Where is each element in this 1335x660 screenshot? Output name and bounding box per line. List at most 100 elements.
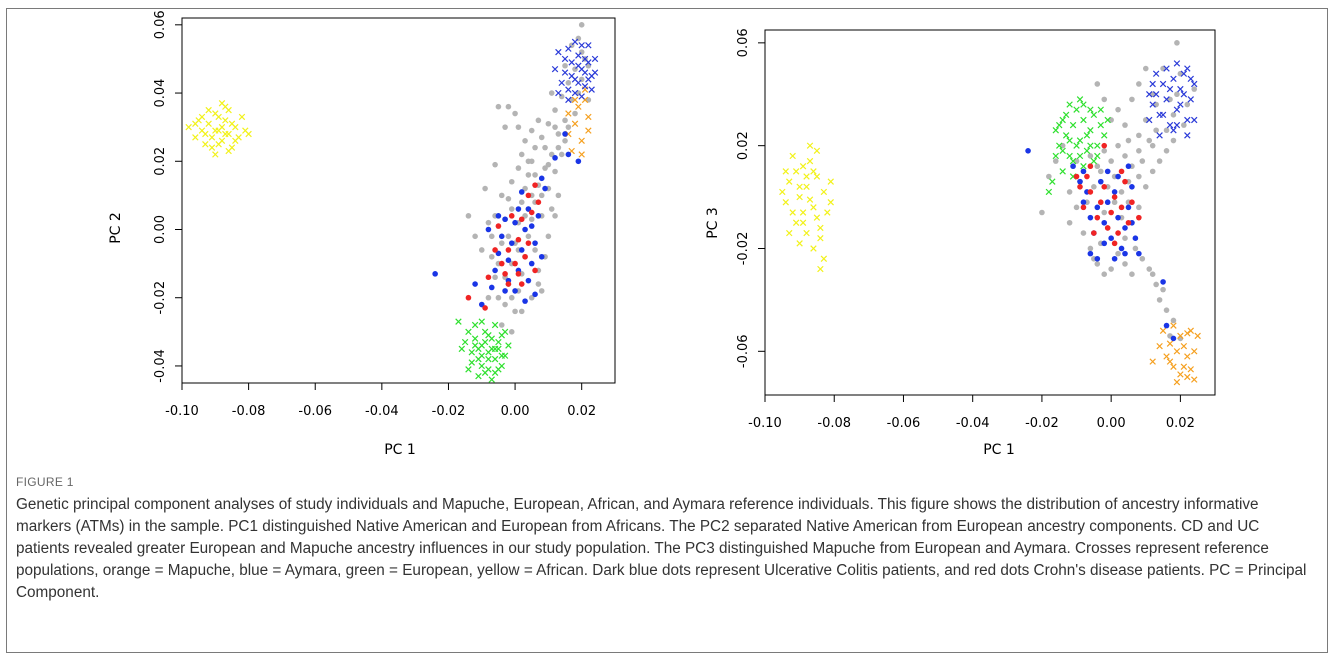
data-point bbox=[1073, 204, 1080, 211]
reference-point-cross bbox=[1184, 132, 1191, 139]
reference-point-cross bbox=[806, 142, 814, 149]
data-point bbox=[518, 199, 525, 206]
data-point bbox=[1080, 230, 1087, 236]
reference-point-cross bbox=[1156, 132, 1163, 139]
data-point bbox=[525, 233, 532, 240]
data-point bbox=[565, 151, 572, 158]
reference-point-cross bbox=[1052, 127, 1059, 134]
reference-point-cross bbox=[501, 328, 509, 336]
data-point bbox=[502, 216, 508, 223]
data-point bbox=[1104, 225, 1111, 231]
reference-point-cross bbox=[565, 45, 572, 52]
reference-point-cross bbox=[1069, 157, 1077, 165]
reference-point-cross bbox=[1066, 137, 1073, 144]
reference-point-cross bbox=[1097, 106, 1104, 113]
reference-point-cross bbox=[232, 137, 239, 145]
reference-point-cross bbox=[565, 110, 572, 117]
reference-point-cross bbox=[1191, 376, 1198, 383]
reference-point-cross bbox=[1184, 116, 1191, 124]
data-point bbox=[535, 281, 542, 287]
reference-point-cross bbox=[1149, 358, 1156, 365]
data-point bbox=[518, 308, 525, 315]
data-point bbox=[542, 185, 548, 192]
reference-point-cross bbox=[789, 209, 796, 216]
data-point bbox=[1080, 168, 1087, 175]
data-point bbox=[1108, 158, 1114, 164]
reference-point-cross bbox=[555, 89, 562, 97]
data-point bbox=[502, 271, 508, 277]
data-point bbox=[532, 182, 538, 188]
reference-point-cross bbox=[1163, 65, 1170, 72]
data-point bbox=[525, 172, 532, 178]
data-point bbox=[465, 213, 472, 219]
reference-point-cross bbox=[1062, 111, 1070, 119]
data-point bbox=[1111, 189, 1118, 195]
data-point bbox=[1080, 204, 1087, 211]
y-tick-label: 0.06 bbox=[736, 28, 751, 57]
data-point bbox=[548, 206, 555, 212]
reference-point-cross bbox=[1080, 101, 1087, 108]
reference-point-cross bbox=[1059, 147, 1066, 155]
data-point bbox=[1115, 250, 1121, 257]
reference-point-cross bbox=[1187, 96, 1194, 103]
reference-point-cross bbox=[1149, 80, 1156, 88]
reference-point-cross bbox=[222, 117, 229, 124]
data-point bbox=[528, 216, 535, 223]
data-point bbox=[1136, 81, 1142, 87]
data-point bbox=[1087, 214, 1094, 221]
reference-point-cross bbox=[1087, 142, 1094, 149]
reference-point-cross bbox=[1049, 178, 1056, 185]
reference-point-cross bbox=[789, 152, 796, 160]
data-point bbox=[1132, 245, 1139, 252]
ticks-group: -0.10 -0.08 -0.06 -0.04 -0.02 0.00 0.02 -0.04 -0… bbox=[153, 10, 596, 419]
data-point bbox=[492, 274, 498, 281]
plot-box bbox=[764, 29, 1216, 396]
data-point bbox=[1136, 132, 1142, 139]
reference-point-cross bbox=[1166, 358, 1174, 365]
scatter-plot-pc1-pc3: -0.10 -0.08 -0.06 -0.04 -0.02 0.00 0.02 -0.06 -0… bbox=[695, 18, 1255, 468]
reference-point-cross bbox=[225, 106, 232, 114]
reference-point-cross bbox=[1149, 101, 1156, 108]
data-point bbox=[505, 233, 512, 240]
reference-point-cross bbox=[485, 332, 492, 339]
reference-point-cross bbox=[803, 229, 810, 237]
data-point bbox=[1163, 322, 1170, 329]
data-point bbox=[522, 226, 528, 233]
data-point bbox=[1025, 148, 1031, 154]
reference-point-cross bbox=[803, 173, 810, 180]
x-tick-label: 0.02 bbox=[1166, 416, 1195, 431]
reference-point-cross bbox=[799, 163, 807, 170]
reference-point-cross bbox=[488, 376, 495, 383]
data-point bbox=[1111, 255, 1118, 262]
reference-point-cross bbox=[468, 349, 476, 356]
reference-point-cross bbox=[820, 188, 828, 196]
reference-point-cross bbox=[1184, 353, 1191, 360]
reference-point-cross bbox=[1173, 378, 1181, 386]
reference-point-cross bbox=[796, 183, 803, 191]
reference-point-cross bbox=[1097, 121, 1104, 129]
data-point bbox=[558, 151, 565, 158]
data-point bbox=[532, 240, 538, 246]
reference-point-cross bbox=[1170, 75, 1177, 83]
reference-point-cross bbox=[1177, 101, 1184, 108]
data-point bbox=[485, 226, 492, 233]
reference-point-cross bbox=[817, 224, 824, 232]
reference-point-cross bbox=[1080, 163, 1087, 170]
reference-point-cross bbox=[558, 79, 565, 87]
data-point bbox=[508, 240, 515, 246]
data-point bbox=[1087, 245, 1094, 252]
data-point bbox=[465, 294, 472, 301]
reference-point-cross bbox=[792, 219, 800, 227]
data-point bbox=[1139, 158, 1146, 164]
reference-point-cross bbox=[1146, 91, 1153, 98]
reference-point-cross bbox=[1156, 342, 1163, 350]
reference-point-cross bbox=[565, 86, 572, 93]
data-point bbox=[505, 247, 512, 253]
reference-point-cross bbox=[495, 338, 502, 346]
reference-point-cross bbox=[1159, 327, 1167, 334]
reference-point-cross bbox=[1073, 142, 1080, 149]
reference-point-cross bbox=[1177, 332, 1184, 340]
data-point bbox=[552, 107, 558, 113]
x-tick-label: -0.04 bbox=[365, 404, 399, 419]
reference-point-cross bbox=[1177, 85, 1184, 93]
